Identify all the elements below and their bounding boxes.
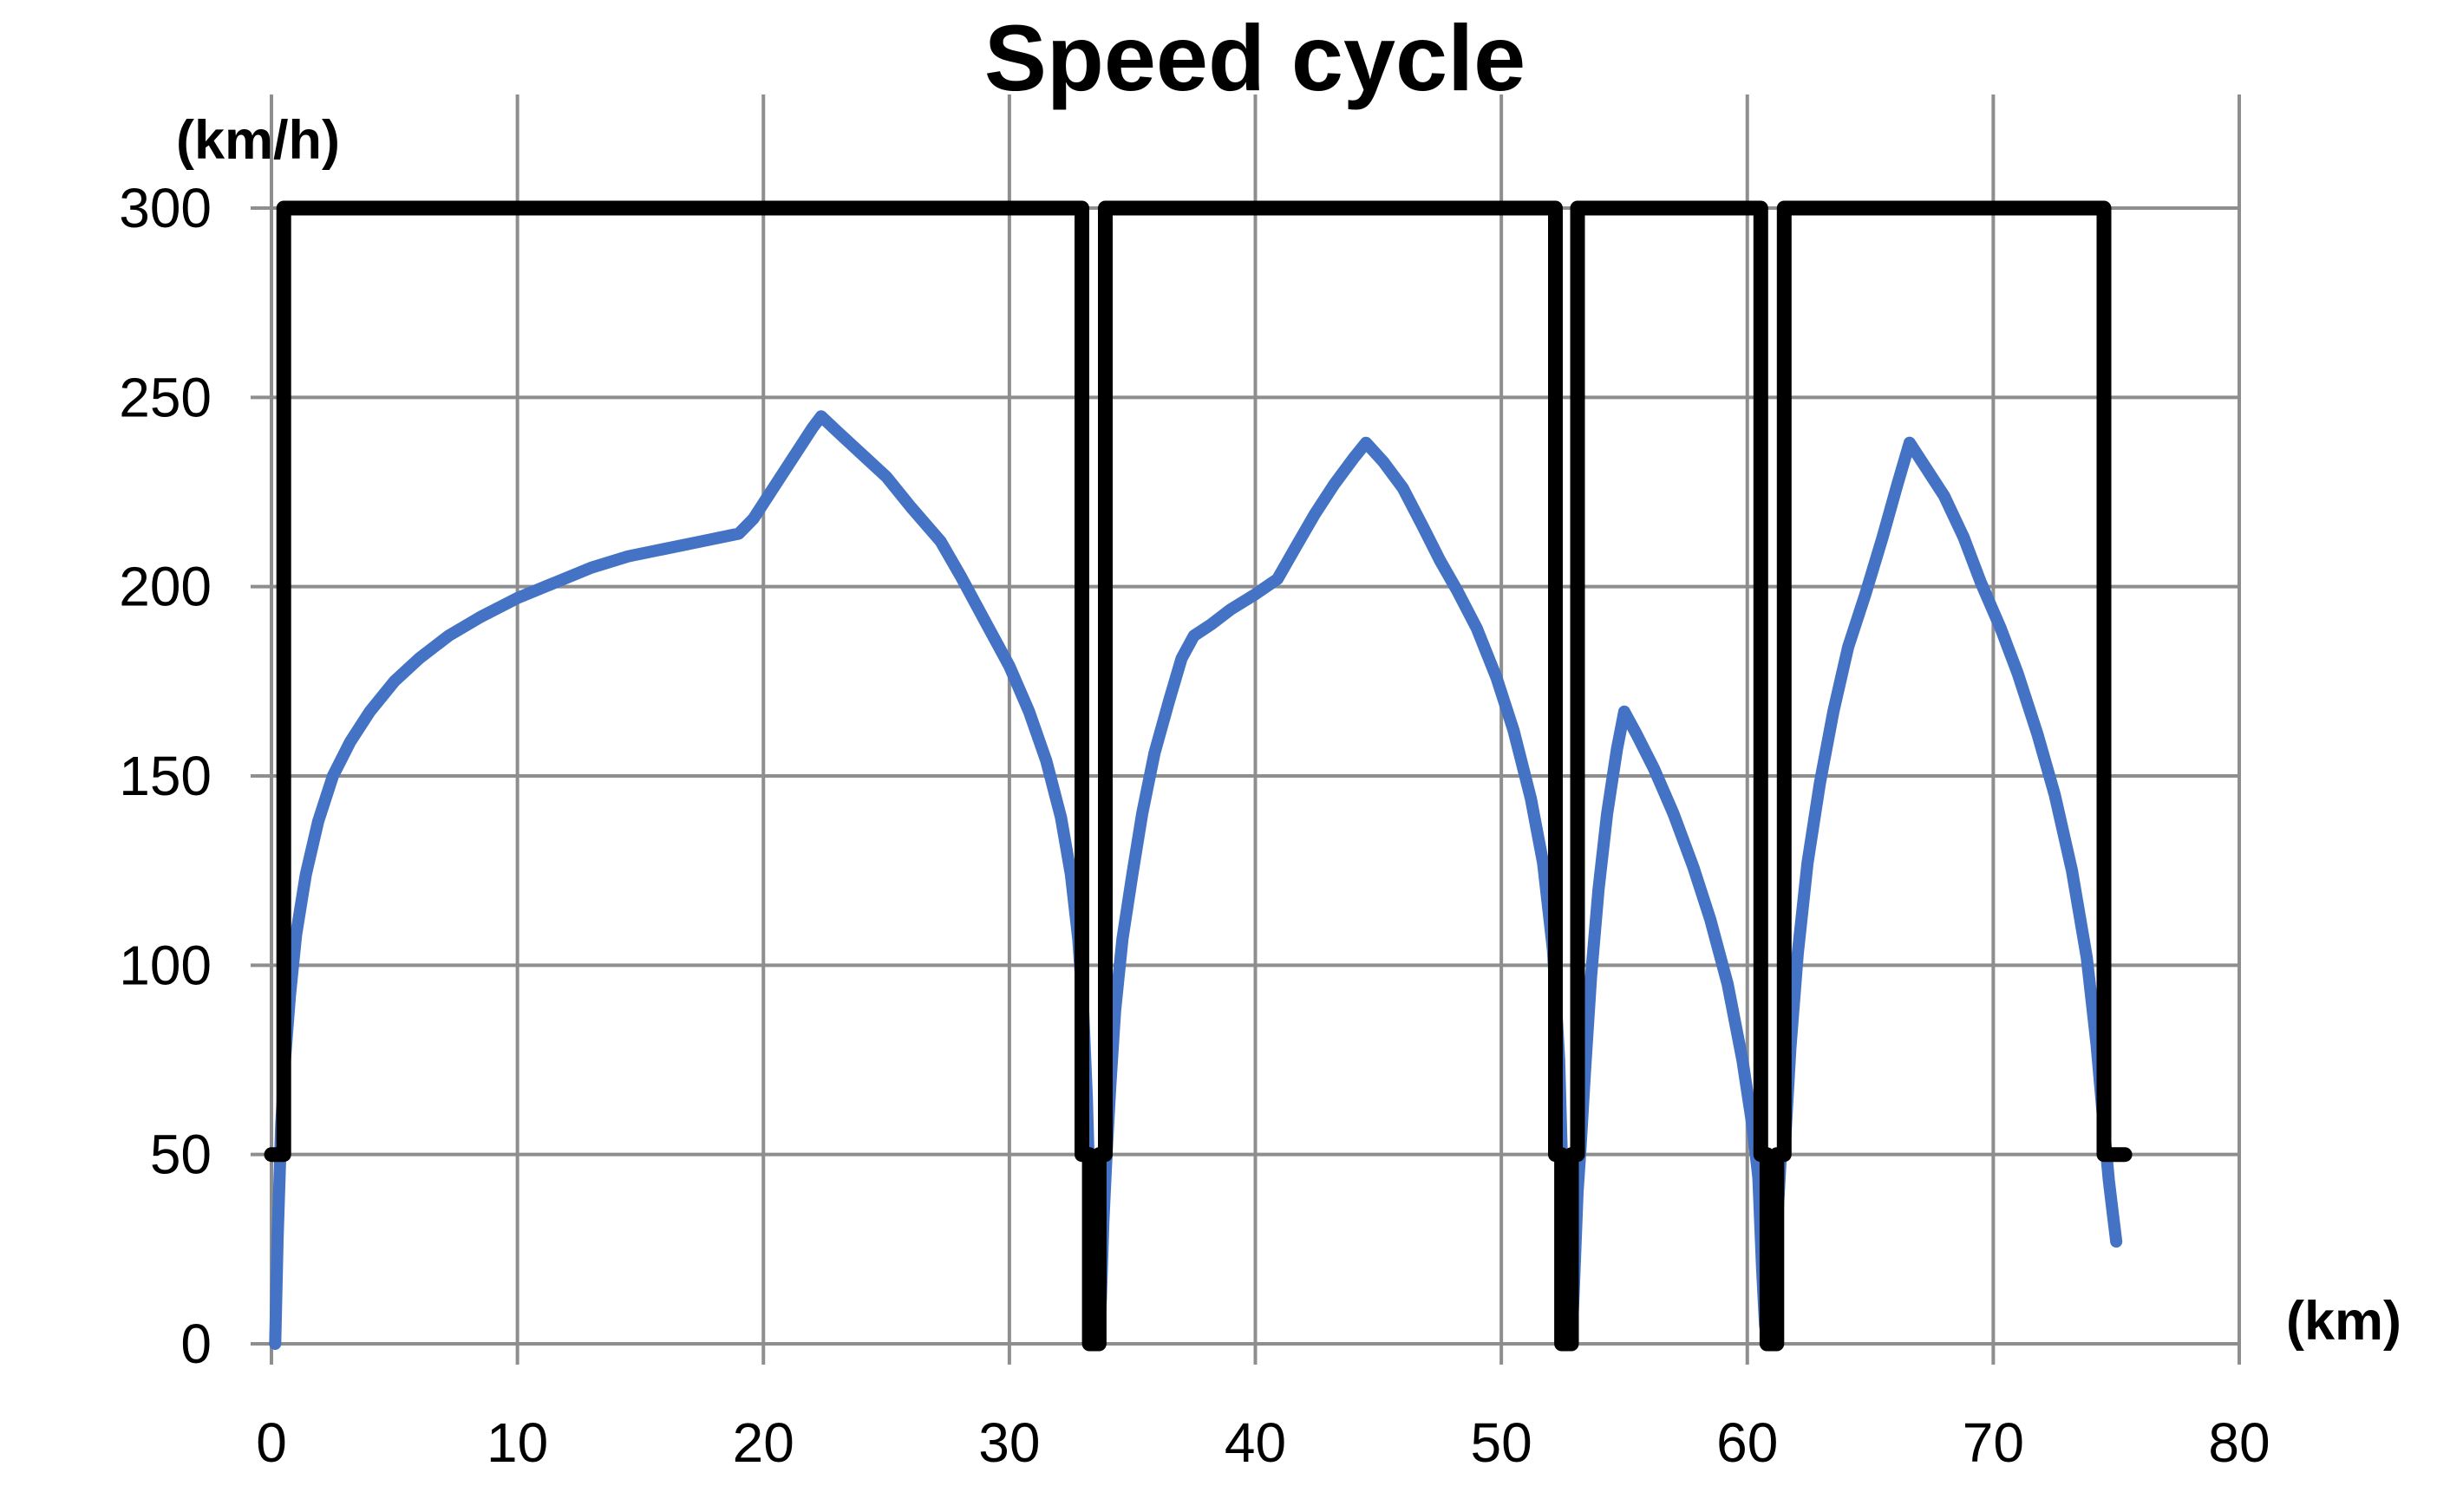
y-axis-unit-label: (km/h) (176, 110, 340, 171)
x-tick-label: 60 (1716, 1411, 1778, 1474)
y-tick-label: 200 (119, 556, 212, 618)
y-tick-label: 250 (119, 366, 212, 428)
x-tick-label: 80 (2208, 1411, 2270, 1474)
x-axis-unit-label: (km) (2286, 1291, 2402, 1352)
x-tick-label: 40 (1225, 1411, 1286, 1474)
y-tick-label: 100 (119, 934, 212, 996)
x-tick-label: 20 (733, 1411, 794, 1474)
y-tick-label: 150 (119, 745, 212, 807)
y-tick-label: 50 (150, 1124, 212, 1186)
x-tick-label: 30 (978, 1411, 1040, 1474)
x-tick-label: 10 (487, 1411, 548, 1474)
x-tick-label: 0 (256, 1411, 287, 1474)
x-tick-label: 50 (1471, 1411, 1532, 1474)
y-tick-label: 300 (119, 177, 212, 239)
speed-limit-series-line (264, 200, 2133, 1352)
y-tick-label: 0 (180, 1313, 212, 1375)
chart-title: Speed cycle (983, 5, 1526, 110)
x-tick-label: 70 (1963, 1411, 2024, 1474)
speed-series-line (269, 410, 2123, 1350)
